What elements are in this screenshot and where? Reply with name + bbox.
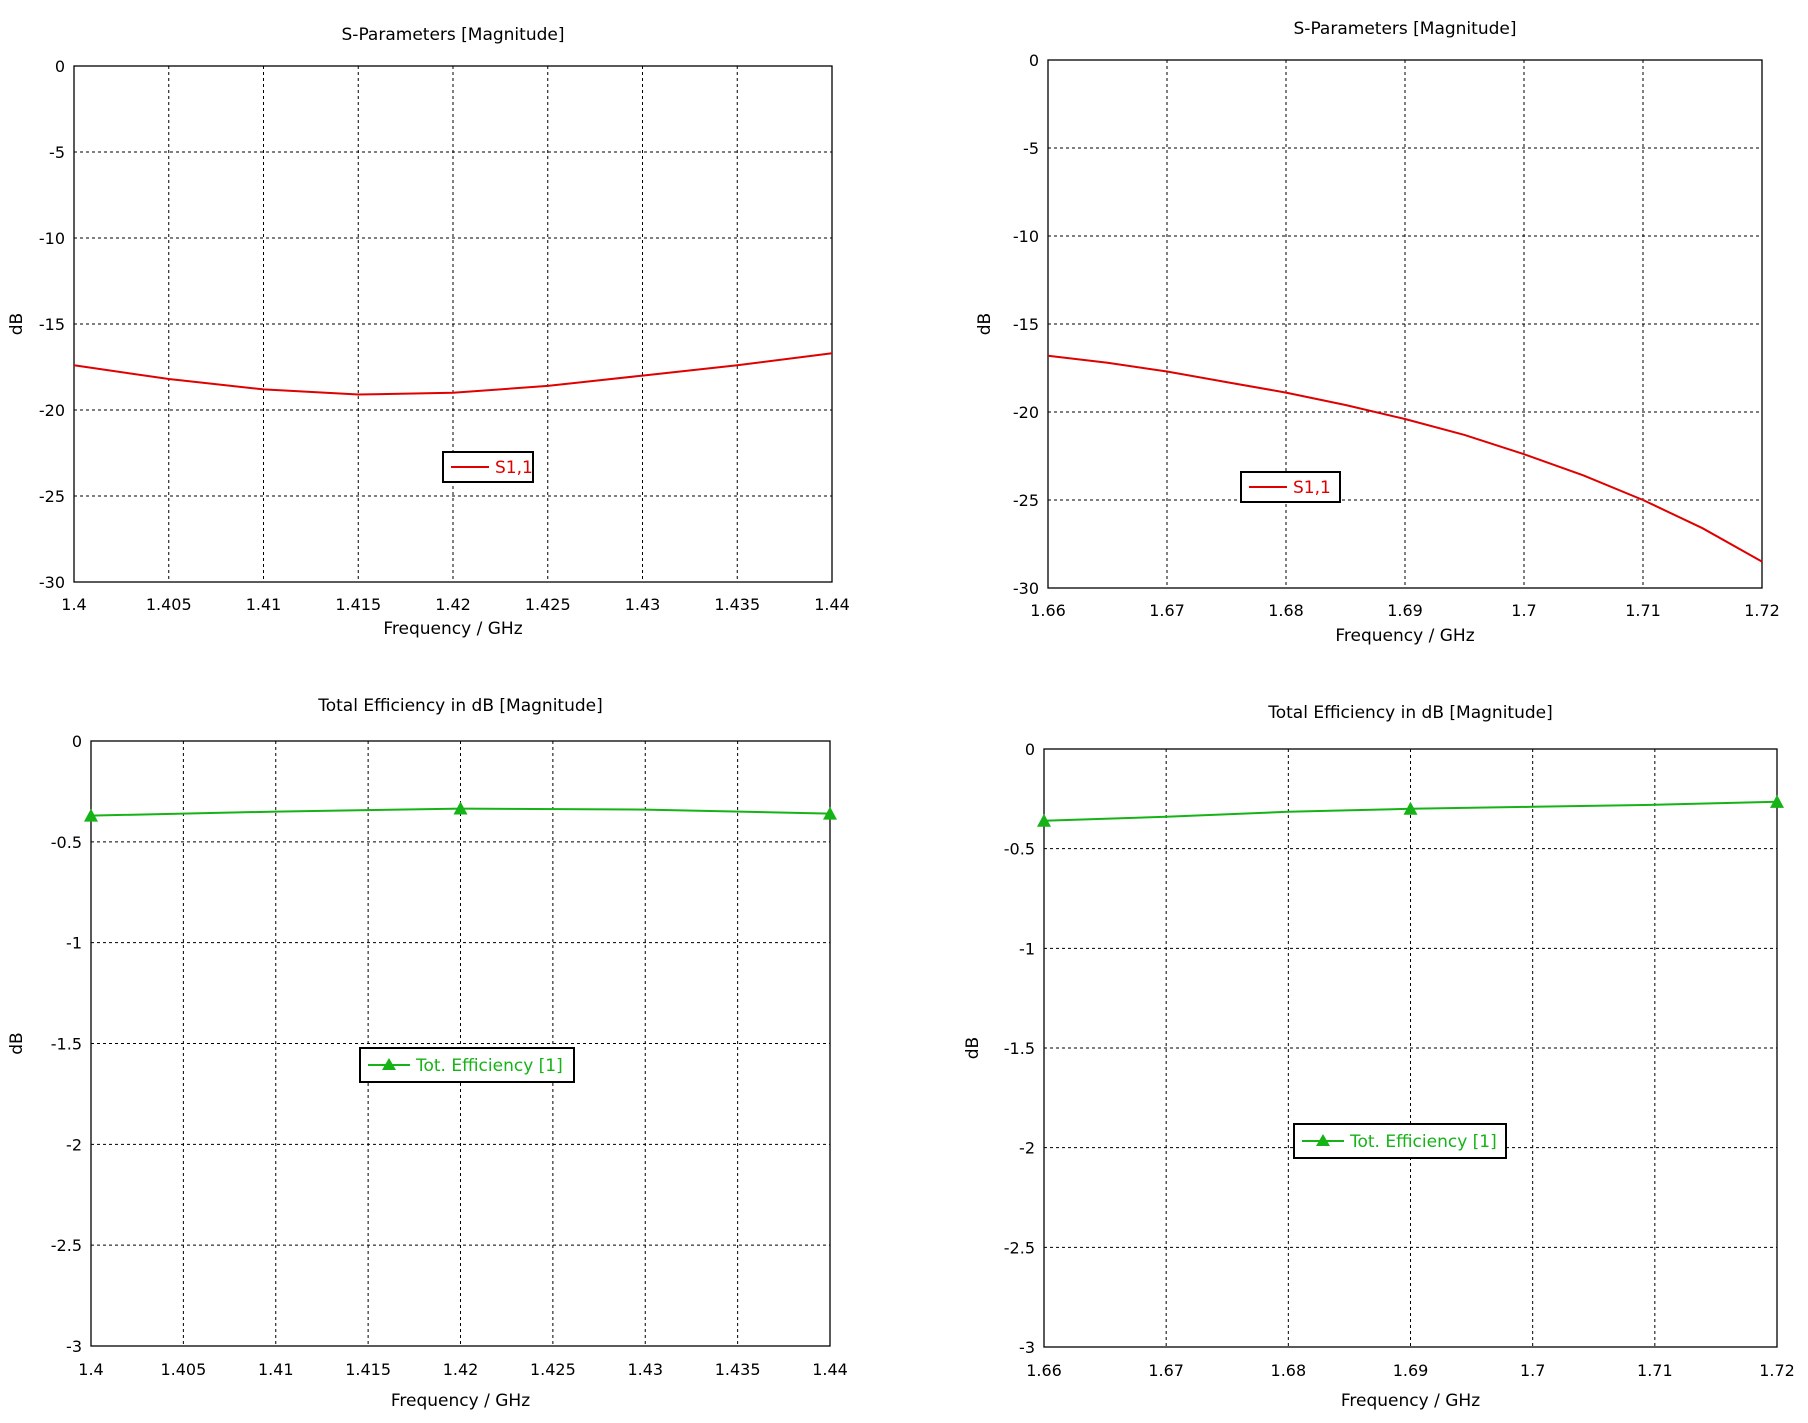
y-tick-label: -2.5: [51, 1236, 82, 1255]
y-tick-label: -1: [66, 934, 82, 953]
y-tick-label: -0.5: [1004, 840, 1035, 859]
x-tick-label: 1.68: [1268, 601, 1304, 620]
y-tick-label: -0.5: [51, 833, 82, 852]
y-tick-label: -3: [1019, 1338, 1035, 1357]
plot-area-frame: [1043, 748, 1778, 1348]
x-tick-label: 1.66: [1030, 601, 1066, 620]
x-tick-label: 1.405: [146, 595, 192, 614]
x-tick-label: 1.43: [627, 1360, 663, 1379]
chart-panel-1: 1.4 1.405 1.41 1.415 1.42 1.425 1.43 1.435 1.44 0…: [7, 25, 850, 639]
legend: Tot. Efficiency [1]: [1293, 1123, 1507, 1159]
y-axis-label: dB: [975, 313, 995, 335]
y-tick-label: -3: [66, 1337, 82, 1356]
legend-label: Tot. Efficiency [1]: [415, 1056, 563, 1076]
x-tick-label: 1.405: [160, 1360, 206, 1379]
plot-area-frame: [73, 65, 833, 583]
chart-panel-2: 1.66 1.67 1.68 1.69 1.7 1.71 1.72 0 -5 -10 -15 -20 -…: [975, 19, 1780, 646]
y-tick-label: -30: [39, 573, 65, 592]
y-tick-label: -2.5: [1004, 1238, 1035, 1257]
legend-marker: [1316, 1134, 1330, 1146]
x-tick-label: 1.41: [246, 595, 282, 614]
x-tick-label: 1.4: [61, 595, 86, 614]
legend-label: S1,1: [495, 458, 533, 478]
chart-title: S-Parameters [Magnitude]: [342, 25, 565, 45]
x-tick-label: 1.415: [345, 1360, 391, 1379]
y-tick-label: -25: [39, 487, 65, 506]
y-tick-label: -20: [1013, 403, 1039, 422]
y-axis-label: dB: [963, 1037, 983, 1059]
data-point-marker: [453, 801, 468, 815]
chart-panel-4: 1.66 1.67 1.68 1.69 1.7 1.71 1.72 0 -0.5 -1 -1.5 -2…: [963, 703, 1795, 1411]
chart-title: Total Efficiency in dB [Magnitude]: [1267, 703, 1552, 723]
series-line: [1047, 354, 1763, 563]
chart-title: S-Parameters [Magnitude]: [1294, 19, 1517, 39]
x-axis-label: Frequency / GHz: [1335, 626, 1474, 646]
x-tick-label: 1.44: [814, 595, 850, 614]
x-tick-label: 1.7: [1520, 1361, 1545, 1380]
y-tick-label: -1: [1019, 939, 1035, 958]
x-tick-label: 1.68: [1271, 1361, 1307, 1380]
series-line: [73, 352, 833, 396]
y-tick-label: -10: [39, 229, 65, 248]
chart-title: Total Efficiency in dB [Magnitude]: [317, 696, 602, 716]
y-axis-label: dB: [7, 1032, 27, 1054]
x-tick-label: 1.43: [625, 595, 661, 614]
y-tick-label: -15: [1013, 315, 1039, 334]
x-tick-label: 1.69: [1393, 1361, 1429, 1380]
x-tick-label: 1.435: [715, 1360, 761, 1379]
y-tick-label: -2: [1019, 1139, 1035, 1158]
x-tick-label: 1.67: [1148, 1361, 1184, 1380]
y-tick-label: -1.5: [1004, 1039, 1035, 1058]
plot-area-frame: [1047, 59, 1763, 589]
x-tick-label: 1.44: [812, 1360, 848, 1379]
x-tick-label: 1.7: [1511, 601, 1536, 620]
legend-label: S1,1: [1293, 478, 1331, 498]
legend: Tot. Efficiency [1]: [359, 1047, 575, 1083]
y-tick-label: 0: [72, 732, 82, 751]
data-point-marker: [1403, 801, 1418, 815]
x-tick-label: 1.72: [1759, 1361, 1795, 1380]
x-tick-label: 1.4: [78, 1360, 103, 1379]
x-tick-label: 1.41: [258, 1360, 294, 1379]
y-tick-label: -25: [1013, 491, 1039, 510]
x-tick-label: 1.66: [1026, 1361, 1062, 1380]
y-axis-label: dB: [7, 313, 27, 335]
y-tick-label: 0: [1029, 51, 1039, 70]
data-point-marker: [1037, 813, 1051, 827]
x-tick-label: 1.67: [1149, 601, 1185, 620]
y-tick-label: -15: [39, 315, 65, 334]
x-tick-label: 1.42: [443, 1360, 479, 1379]
x-axis-label: Frequency / GHz: [383, 619, 522, 639]
y-tick-label: 0: [55, 57, 65, 76]
y-tick-label: -30: [1013, 579, 1039, 598]
x-tick-label: 1.71: [1625, 601, 1661, 620]
x-tick-label: 1.415: [335, 595, 381, 614]
data-point-marker: [823, 806, 837, 820]
x-tick-label: 1.425: [530, 1360, 576, 1379]
x-tick-label: 1.72: [1744, 601, 1780, 620]
x-tick-label: 1.42: [435, 595, 471, 614]
legend-marker: [382, 1058, 396, 1070]
y-tick-label: -20: [39, 401, 65, 420]
x-tick-label: 1.425: [525, 595, 571, 614]
chart-panel-3: 1.4 1.405 1.41 1.415 1.42 1.425 1.43 1.435 1.44 0…: [7, 696, 848, 1411]
x-tick-label: 1.71: [1637, 1361, 1673, 1380]
y-tick-label: -5: [49, 143, 65, 162]
x-tick-label: 1.435: [714, 595, 760, 614]
y-tick-label: -1.5: [51, 1035, 82, 1054]
x-tick-label: 1.69: [1387, 601, 1423, 620]
x-axis-label: Frequency / GHz: [391, 1391, 530, 1411]
legend: S1,1: [1240, 471, 1341, 503]
x-axis-label: Frequency / GHz: [1341, 1391, 1480, 1411]
y-tick-label: -5: [1023, 139, 1039, 158]
legend: S1,1: [442, 451, 534, 483]
y-tick-label: -10: [1013, 227, 1039, 246]
legend-label: Tot. Efficiency [1]: [1349, 1132, 1497, 1152]
y-tick-label: -2: [66, 1135, 82, 1154]
data-point-marker: [84, 808, 98, 822]
data-point-marker: [1770, 794, 1784, 808]
y-tick-label: 0: [1025, 740, 1035, 759]
plot-area-frame: [90, 740, 831, 1347]
